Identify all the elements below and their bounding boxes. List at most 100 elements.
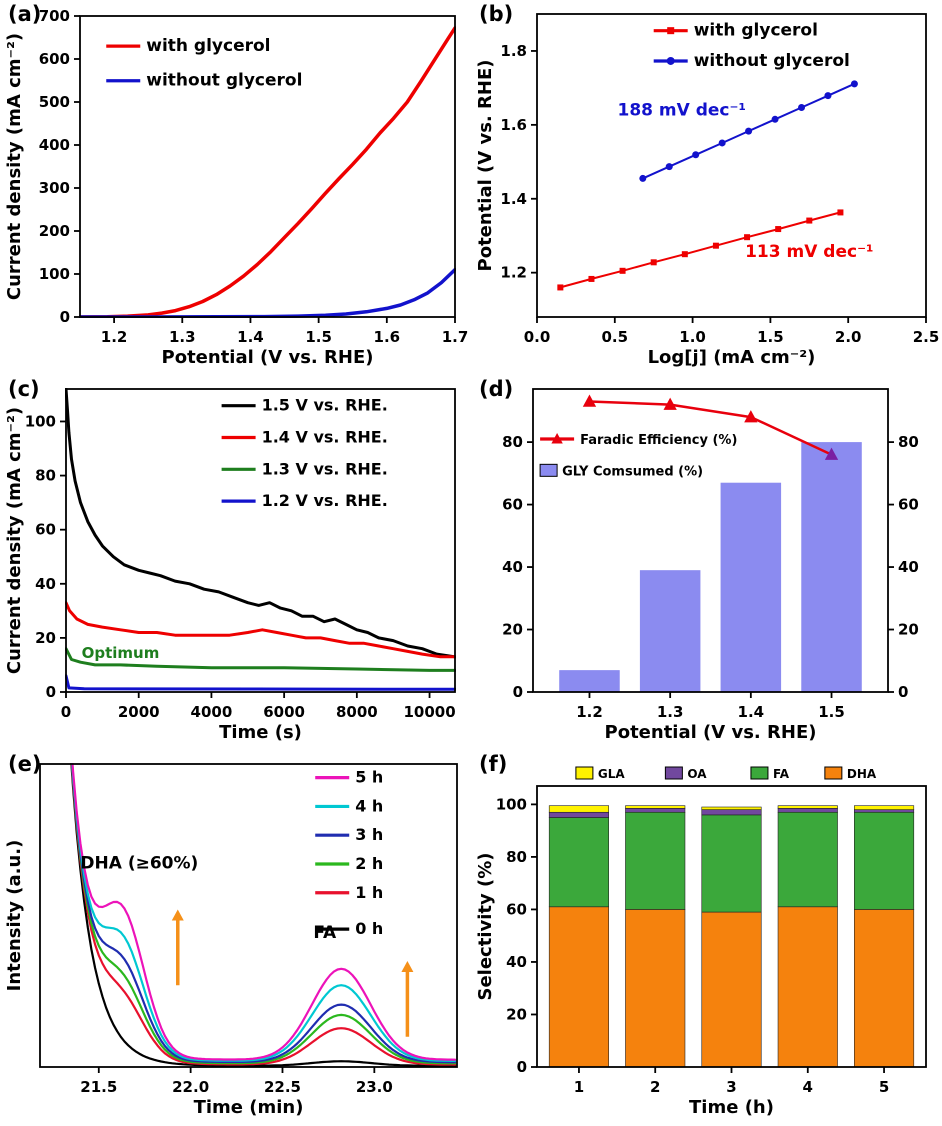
panel-c: (c) 0 2000 4000 6000 8000 10000 0 20 40 60 80 100 Ti…: [0, 375, 471, 750]
svg-text:100: 100: [496, 795, 527, 813]
svg-text:DHA: DHA: [847, 767, 877, 781]
svg-text:1.7: 1.7: [442, 328, 469, 346]
svg-text:0: 0: [61, 703, 71, 721]
svg-text:500: 500: [39, 93, 70, 111]
svg-text:2.5: 2.5: [913, 328, 940, 346]
panel-label-a: (a): [8, 2, 42, 26]
svg-text:60: 60: [506, 900, 527, 918]
svg-text:0: 0: [898, 683, 908, 701]
svg-text:Current density (mA cm⁻²): Current density (mA cm⁻²): [4, 407, 25, 674]
svg-text:0: 0: [46, 683, 56, 701]
svg-text:GLA: GLA: [598, 767, 625, 781]
svg-text:Optimum: Optimum: [82, 644, 160, 662]
svg-text:188 mV dec⁻¹: 188 mV dec⁻¹: [618, 101, 746, 121]
svg-text:2.0: 2.0: [835, 328, 862, 346]
panel-e: (e) 21.5 22.0 22.5 23.0 Time (min) Intensity …: [0, 750, 471, 1125]
svg-text:23.0: 23.0: [356, 1078, 393, 1096]
svg-text:Time (s): Time (s): [219, 722, 302, 743]
svg-text:1.5: 1.5: [305, 328, 332, 346]
svg-text:2000: 2000: [118, 703, 160, 721]
svg-text:80: 80: [506, 848, 527, 866]
svg-text:5: 5: [879, 1078, 889, 1096]
svg-text:1.4 V vs. RHE.: 1.4 V vs. RHE.: [262, 427, 388, 446]
svg-text:without glycerol: without glycerol: [146, 71, 302, 91]
svg-text:6000: 6000: [263, 703, 305, 721]
svg-text:400: 400: [39, 136, 70, 154]
svg-text:40: 40: [502, 558, 523, 576]
svg-text:3 h: 3 h: [355, 825, 383, 844]
svg-text:1.6: 1.6: [374, 328, 401, 346]
panel-label-d: (d): [479, 377, 514, 401]
chart-d-efficiency-consumption: 1.2 1.3 1.4 1.5 0 0 20 20 40 40 60 60 80 80 Potential …: [502, 388, 919, 743]
svg-text:5 h: 5 h: [355, 768, 383, 787]
svg-text:80: 80: [35, 467, 56, 485]
svg-text:20: 20: [35, 629, 56, 647]
svg-text:1.2 V vs. RHE.: 1.2 V vs. RHE.: [262, 491, 388, 510]
svg-text:20: 20: [502, 621, 523, 639]
svg-text:22.0: 22.0: [172, 1078, 209, 1096]
svg-text:0: 0: [513, 683, 523, 701]
svg-text:DHA (≥60%): DHA (≥60%): [80, 854, 198, 874]
svg-text:3: 3: [726, 1078, 736, 1096]
svg-text:0.0: 0.0: [524, 328, 551, 346]
svg-text:60: 60: [35, 521, 56, 539]
svg-text:8000: 8000: [336, 703, 378, 721]
svg-text:1.5 V vs. RHE.: 1.5 V vs. RHE.: [262, 396, 388, 415]
svg-text:2: 2: [650, 1078, 660, 1096]
svg-text:113 mV dec⁻¹: 113 mV dec⁻¹: [745, 242, 873, 262]
svg-text:1.3: 1.3: [169, 328, 196, 346]
chart-b-tafel-slopes: 0.0 0.5 1.0 1.5 2.0 2.5 1.2 1.4 1.6 1.8 Log[j] (mA…: [475, 13, 940, 368]
svg-text:Selectivity (%): Selectivity (%): [475, 853, 496, 1001]
svg-text:700: 700: [39, 7, 70, 25]
svg-text:200: 200: [39, 222, 70, 240]
svg-text:1.2: 1.2: [576, 703, 603, 721]
panel-b: (b) 0.0 0.5 1.0 1.5 2.0 2.5 1.2 1.4 1.6 1.8 Log[j]…: [471, 0, 942, 375]
chart-c-chronoamperometry: 0 2000 4000 6000 8000 10000 0 20 40 60 80 100 Time (…: [4, 388, 456, 743]
svg-text:100: 100: [39, 265, 70, 283]
svg-text:with glycerol: with glycerol: [694, 21, 818, 41]
svg-text:1.4: 1.4: [237, 328, 264, 346]
svg-text:40: 40: [35, 575, 56, 593]
svg-text:Log[j] (mA cm⁻²): Log[j] (mA cm⁻²): [648, 347, 816, 368]
svg-text:4: 4: [803, 1078, 813, 1096]
svg-text:1.5: 1.5: [757, 328, 784, 346]
svg-text:2 h: 2 h: [355, 854, 383, 873]
svg-text:80: 80: [898, 433, 919, 451]
panel-label-b: (b): [479, 2, 514, 26]
panel-f: (f) 1 2 3 4 5 0 20 40 60 80 100 Time (h) Selectivity…: [471, 750, 942, 1125]
svg-text:1.6: 1.6: [500, 116, 527, 134]
svg-text:0 h: 0 h: [355, 919, 383, 938]
svg-text:40: 40: [506, 953, 527, 971]
svg-text:1.2: 1.2: [500, 264, 527, 282]
svg-text:OA: OA: [687, 767, 707, 781]
svg-text:0: 0: [60, 308, 70, 326]
chart-f-selectivity-stacked: 1 2 3 4 5 0 20 40 60 80 100 Time (h) Selectivity (%)…: [475, 766, 927, 1118]
svg-text:40: 40: [898, 558, 919, 576]
svg-text:Intensity (a.u.): Intensity (a.u.): [4, 840, 25, 992]
svg-text:FA: FA: [313, 923, 337, 943]
svg-text:300: 300: [39, 179, 70, 197]
svg-text:100: 100: [25, 412, 56, 430]
svg-text:21.5: 21.5: [80, 1078, 117, 1096]
svg-text:Faradic Efficiency (%): Faradic Efficiency (%): [580, 433, 737, 448]
svg-text:0: 0: [517, 1058, 527, 1076]
svg-text:20: 20: [506, 1005, 527, 1023]
svg-text:Potential (V vs. RHE): Potential (V vs. RHE): [475, 60, 496, 272]
svg-text:4 h: 4 h: [355, 796, 383, 815]
svg-text:Potential (V vs. RHE): Potential (V vs. RHE): [605, 722, 817, 743]
svg-text:without glycerol: without glycerol: [694, 51, 850, 71]
panel-label-f: (f): [479, 752, 508, 776]
panel-label-e: (e): [8, 752, 42, 776]
svg-text:1.8: 1.8: [500, 42, 527, 60]
svg-text:1.5: 1.5: [818, 703, 845, 721]
svg-text:1: 1: [574, 1078, 584, 1096]
svg-text:4000: 4000: [191, 703, 233, 721]
svg-text:60: 60: [898, 496, 919, 514]
svg-text:GLY Comsumed (%): GLY Comsumed (%): [562, 464, 703, 479]
panel-a: (a) 1.2 1.3 1.4 1.5 1.6 1.7 0 100 200 300 400 500 60…: [0, 0, 471, 375]
svg-text:Current density (mA cm⁻²): Current density (mA cm⁻²): [4, 33, 25, 300]
svg-text:600: 600: [39, 50, 70, 68]
chart-e-hplc-intensity: 21.5 22.0 22.5 23.0 Time (min) Intensity (a.u…: [4, 763, 458, 1118]
svg-text:1.4: 1.4: [738, 703, 765, 721]
